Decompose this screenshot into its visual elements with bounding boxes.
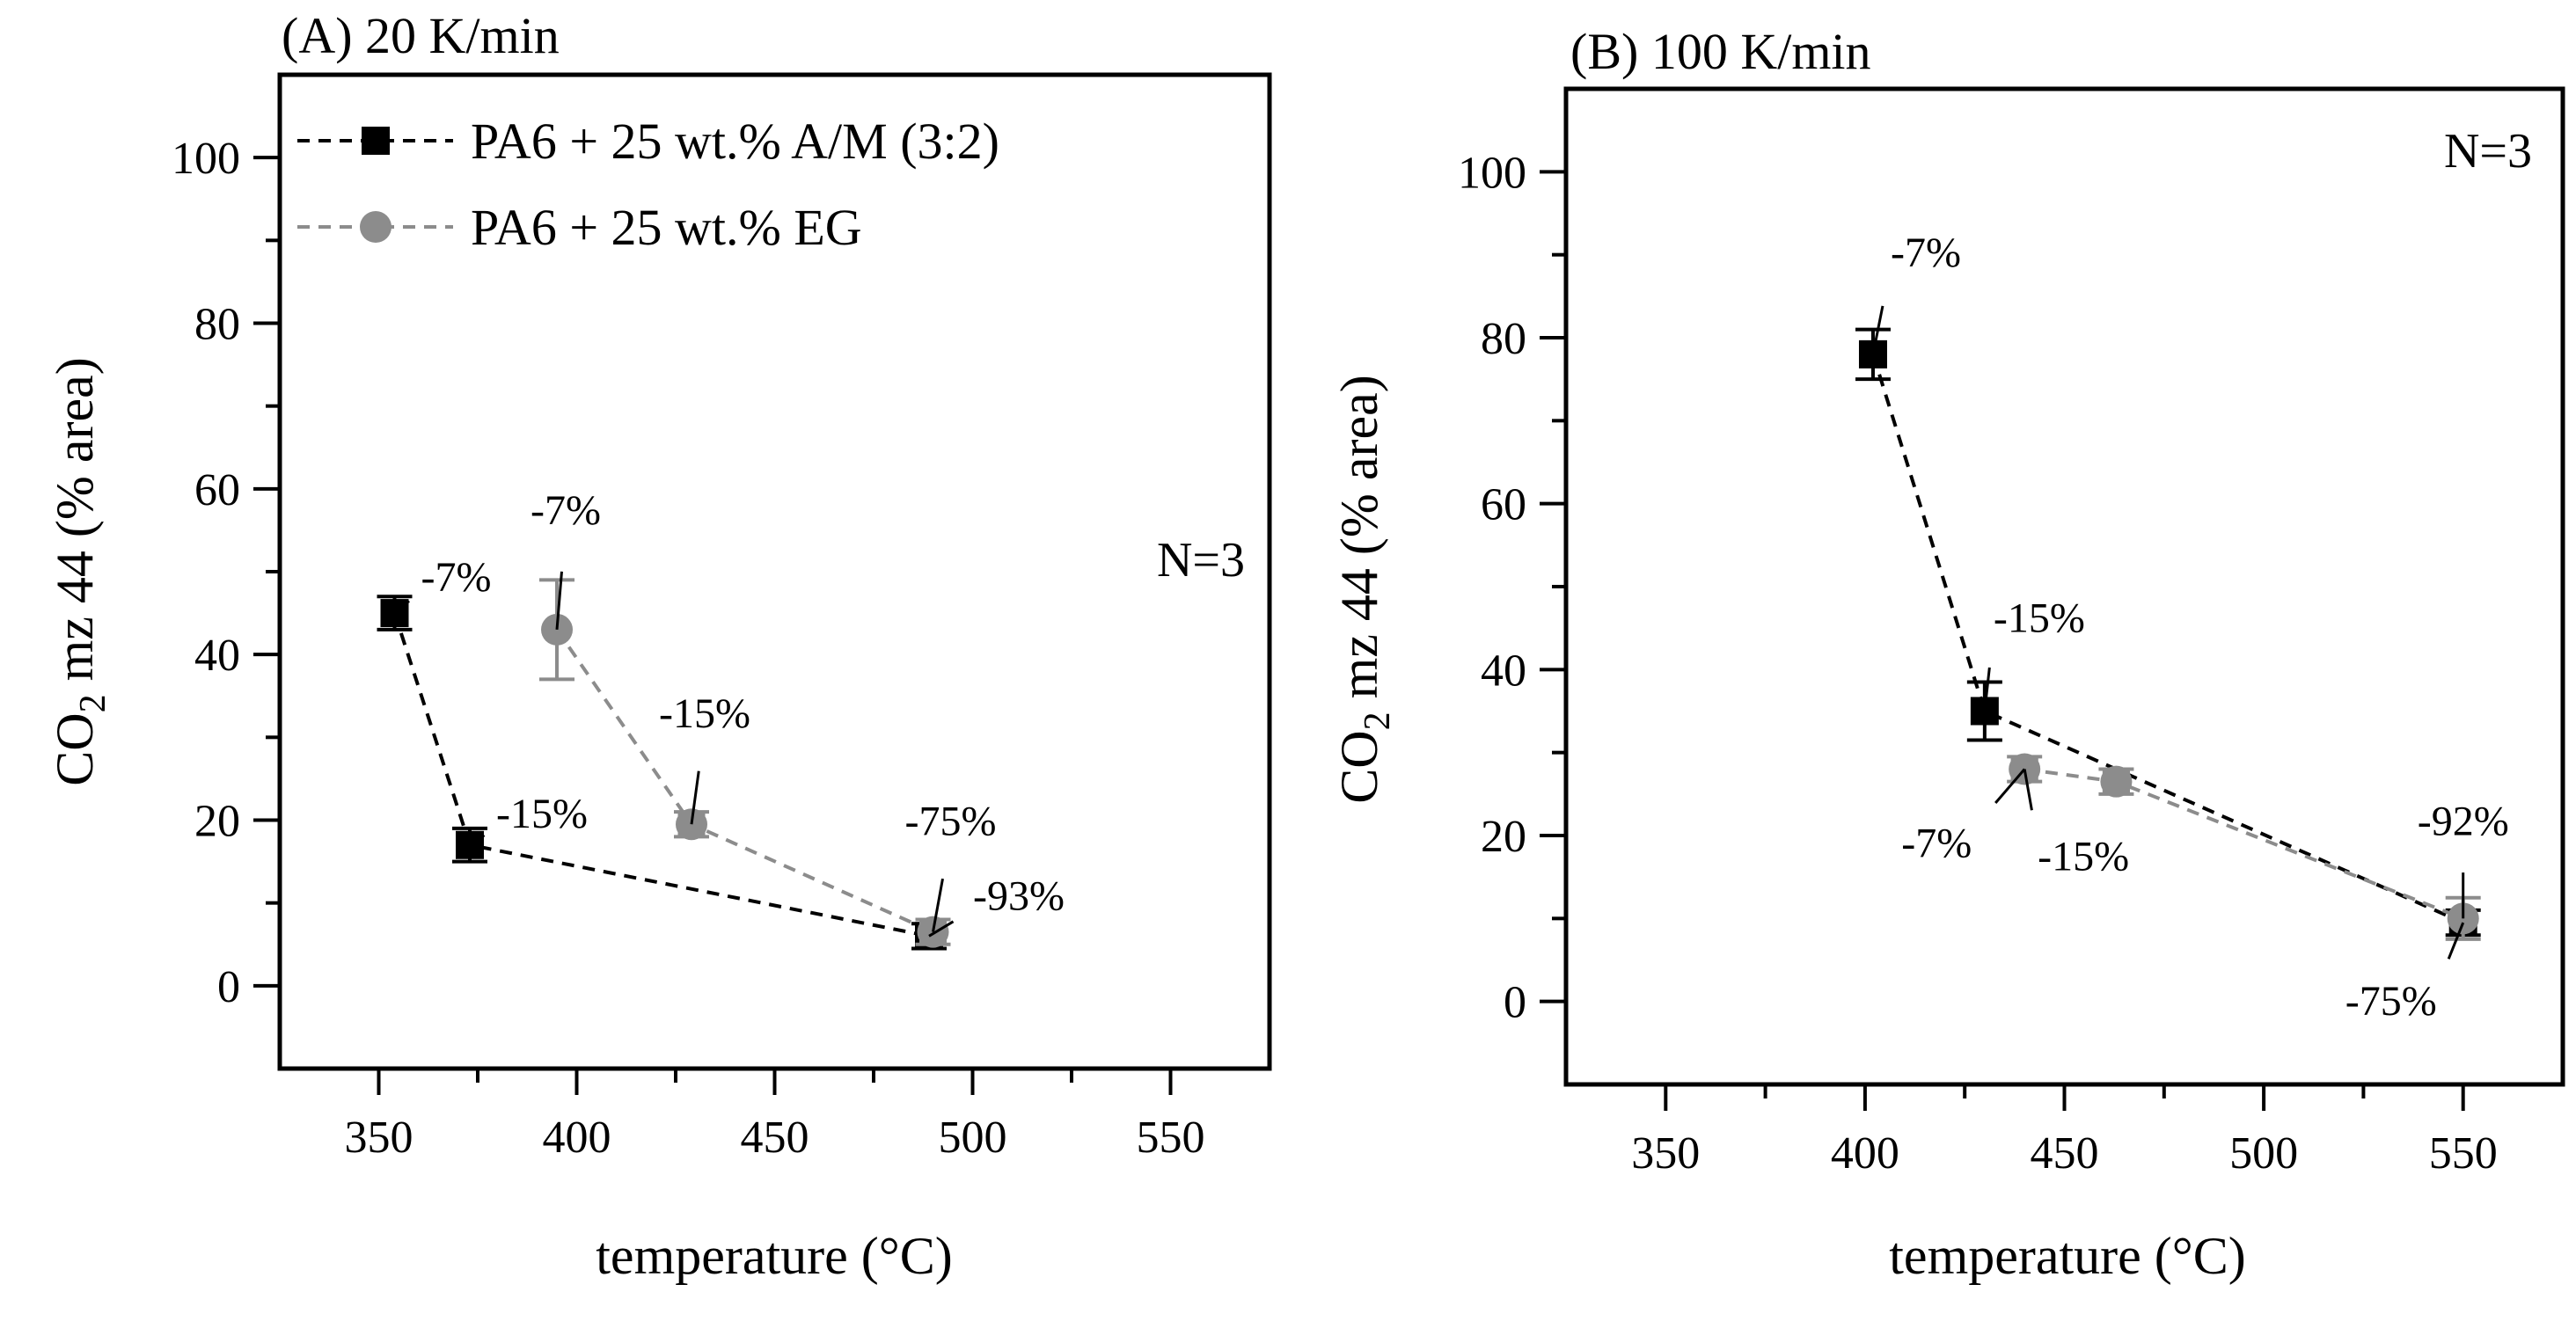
panel-a-y-label-rest: mz 44 (% area)	[46, 357, 104, 694]
panel-b-annotation-leader	[1871, 305, 1884, 355]
panel-b-title: (B) 100 K/min	[1570, 23, 1871, 80]
panel-b-y-tick-label: 80	[1481, 314, 1526, 364]
panel-b-sample-size-note: N=3	[2444, 124, 2532, 179]
panel-a: (A) 20 K/min 350 400 450 500 550 0 20 40 60 80 100…	[46, 7, 1272, 1285]
panel-b-y-tick-label: 100	[1458, 148, 1526, 198]
panel-b-frame	[1563, 86, 2565, 1087]
panel-b-y-axis-label: CO2 mz 44 (% area)	[1330, 375, 1398, 803]
panel-a-annotation: -7%	[393, 554, 492, 615]
panel-a-annotation-leader	[928, 920, 955, 938]
legend-entry-eg: PA6 + 25 wt.% EG	[297, 199, 862, 256]
panel-b-annotation-leader	[2023, 769, 2033, 811]
panel-a-x-tick-label: 400	[543, 1113, 611, 1163]
panel-b-annotation-label: -7%	[1901, 821, 1972, 867]
panel-b-x-tick-label: 450	[2031, 1128, 2099, 1179]
panel-b-annotation: -15%	[1983, 595, 2085, 712]
panel-a-annotation-label: -7%	[531, 487, 601, 534]
panel-b-annotation-label: -75%	[2345, 978, 2437, 1025]
panel-a-title: (A) 20 K/min	[282, 7, 560, 64]
panel-b-annotation-label: -92%	[2418, 798, 2509, 844]
panel-a-x-tick-label: 550	[1137, 1113, 1205, 1163]
panel-b-annotation: -7%	[1901, 768, 2026, 867]
panel-a-y-label-subscript: 2	[73, 694, 113, 712]
panel-a-annotation-leader	[469, 834, 486, 846]
panel-b-y-tick-label: 60	[1481, 480, 1526, 530]
panel-a-x-tick-label: 450	[741, 1113, 809, 1163]
panel-b-annotation: -15%	[2023, 769, 2129, 880]
panel-b-annotation: -92%	[2418, 798, 2509, 919]
panel-b-y-label-rest: mz 44 (% area)	[1330, 375, 1388, 712]
panel-a-annotation-label: -15%	[496, 791, 588, 837]
panel-b-y-label-subscript: 2	[1358, 712, 1398, 730]
panel-b-annotation-leader	[1994, 768, 2026, 805]
panel-b-y-tick-label: 20	[1481, 812, 1526, 862]
panel-a-annotation-leader	[393, 600, 410, 615]
legend-label-am: PA6 + 25 wt.% A/M (3:2)	[471, 113, 999, 170]
panel-b-x-axis-label: temperature (°C)	[1889, 1227, 2245, 1285]
panel-a-y-tick-label: 40	[194, 631, 240, 681]
panel-a-x-tick-label: 350	[345, 1113, 413, 1163]
panel-a-y-tick-label: 20	[194, 797, 240, 847]
panel-a-annotation: -7%	[531, 487, 601, 631]
panel-b-y-tick-label: 40	[1481, 646, 1526, 696]
panel-b-x-tick-label: 550	[2429, 1128, 2498, 1179]
panel-a-annotation-label: -7%	[421, 554, 492, 601]
panel-b-series-line-am	[1871, 354, 2464, 924]
panel-a-y-tick-label: 100	[172, 134, 240, 184]
panel-b-annotation-label: -7%	[1891, 230, 1961, 276]
panel-a-annotation: -75%	[905, 799, 997, 932]
panel-a-annotation-leader	[932, 878, 944, 932]
panel-b-point-eg	[2098, 765, 2134, 798]
legend-marker-eg	[360, 211, 392, 243]
legend-marker-am	[362, 127, 390, 155]
panel-b-annotation-label: -15%	[1994, 595, 2085, 642]
panel-b-x-tick-label: 400	[1831, 1128, 1899, 1179]
panel-a-annotation-leader	[690, 770, 700, 825]
panel-b-annotation-layer: -7% -15% -7% -15% -92% -75%	[1871, 230, 2509, 1025]
panel-a-y-tick-label: 60	[194, 465, 240, 515]
panel-b-x-tick-label: 350	[1631, 1128, 1700, 1179]
panel-a-x-tick-label: 500	[939, 1113, 1007, 1163]
panel-b-marker-eg	[2100, 765, 2133, 798]
panel-a-annotation: -15%	[469, 791, 588, 846]
panel-a-sample-size-note: N=3	[1157, 533, 1245, 588]
panel-a-y-label-co: CO	[46, 712, 104, 785]
panel-a-y-tick-label: 80	[194, 300, 240, 350]
legend-label-eg: PA6 + 25 wt.% EG	[471, 199, 862, 256]
panel-b-annotation: -7%	[1871, 230, 1961, 355]
panel-a-series-line-eg	[555, 628, 934, 934]
panel-b-series-layer	[1855, 327, 2481, 941]
panel-b-x-tick-label: 500	[2229, 1128, 2298, 1179]
legend: PA6 + 25 wt.% A/M (3:2) PA6 + 25 wt.% EG	[297, 113, 999, 256]
panel-a-axes: 350 400 450 500 550 0 20 40 60 80 100	[172, 134, 1205, 1163]
panel-a-y-tick-label: 0	[217, 962, 240, 1012]
panel-a-annotation-layer: -7% -15% -93% -7% -15% -75%	[393, 487, 1065, 938]
panel-b-annotation-label: -15%	[2038, 834, 2129, 880]
panel-a-y-axis-label: CO2 mz 44 (% area)	[46, 357, 113, 785]
panel-a-annotation: -93%	[928, 872, 1065, 938]
panel-a-x-axis-label: temperature (°C)	[596, 1227, 952, 1285]
panel-a-annotation-label: -93%	[973, 872, 1065, 919]
panel-b-annotation: -75%	[2345, 922, 2465, 1025]
panel-a-series-line-am	[392, 612, 930, 938]
panel-b-annotation-leader	[2447, 922, 2465, 960]
panel-b-y-label-co: CO	[1330, 730, 1388, 803]
panel-b-axes: 350 400 450 500 550 0 20 40 60 80 100	[1458, 148, 2498, 1179]
panel-b-annotation-leader	[1983, 667, 1991, 712]
panel-a-annotation-leader	[555, 571, 563, 631]
panel-a-series-layer	[377, 578, 951, 951]
panel-a-annotation-label: -75%	[905, 799, 997, 845]
panel-a-annotation: -15%	[659, 690, 750, 825]
legend-entry-am: PA6 + 25 wt.% A/M (3:2)	[297, 113, 999, 170]
panel-a-annotation-label: -15%	[659, 690, 750, 737]
panel-b-y-tick-label: 0	[1504, 978, 1526, 1028]
panel-b: (B) 100 K/min 350 400 450 500 550 0 20 40 60 80 10…	[1330, 23, 2565, 1285]
